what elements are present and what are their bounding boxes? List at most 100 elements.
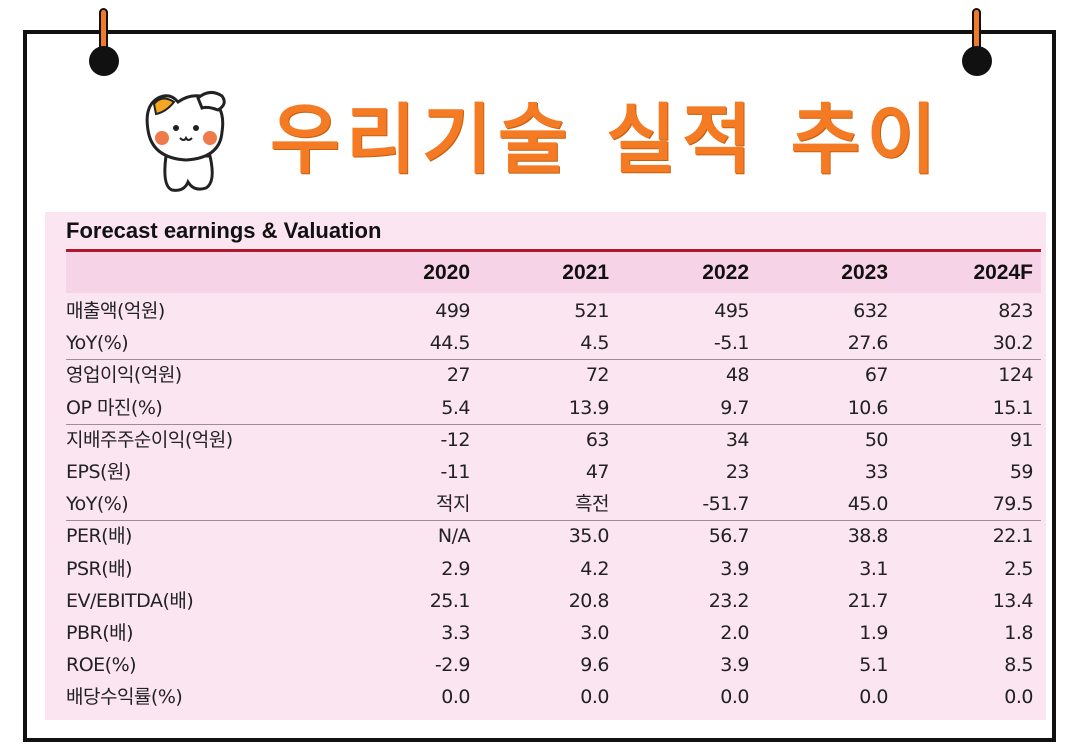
column-header-2022: 2022	[702, 261, 749, 284]
table-cell: N/A	[437, 525, 471, 548]
table-cell: 23.2	[708, 589, 750, 612]
table-cell: 22.1	[992, 525, 1034, 548]
pushpin-icon	[951, 8, 1011, 78]
table-cell: 23	[725, 461, 750, 483]
row-label: YoY(%)	[66, 332, 129, 355]
cat-mascot-icon	[145, 91, 226, 192]
table-cell: 25.1	[429, 589, 471, 612]
row-separator	[66, 359, 1041, 361]
table-row: YoY(%) 44.5 4.5 -5.1 27.6 30.2	[66, 327, 1041, 359]
table-cell: 72	[585, 364, 610, 387]
table-row: ROE(%) -2.9 9.6 3.9 5.1 8.5	[66, 649, 1041, 681]
table-cell: 67	[864, 364, 889, 387]
table-cell: 632	[853, 300, 888, 322]
table-row: OP 마진(%) 5.4 13.9 9.7 10.6 15.1	[66, 392, 1041, 424]
table-cell: 3.0	[580, 622, 609, 644]
row-label: 지배주주순이익(억원)	[66, 428, 233, 451]
column-header-2023: 2023	[841, 261, 888, 284]
table-cell: 3.9	[720, 557, 749, 580]
table-cell: 3.9	[720, 654, 749, 677]
table-cell: 38.8	[847, 525, 889, 548]
table-cell: 59	[1009, 461, 1034, 483]
table-cell: 5.4	[441, 396, 470, 419]
table-row: EPS(원) -11 47 23 33 59	[66, 456, 1041, 488]
table-cell: 0.0	[859, 686, 888, 709]
table-cell: 56.7	[708, 525, 750, 548]
table-cell: 13.9	[568, 396, 610, 419]
table-cell: -2.9	[434, 654, 471, 677]
table-cell: 13.4	[992, 589, 1034, 612]
table-cell: 0.0	[720, 686, 749, 709]
table-cell: 47	[585, 461, 610, 483]
table-cell: 50	[864, 428, 889, 451]
row-label: EPS(원)	[66, 461, 131, 483]
table-caption: Forecast earnings & Valuation	[66, 218, 382, 243]
table-cell: 20.8	[568, 589, 610, 612]
table-row: 영업이익(억원) 27 72 48 67 124	[66, 359, 1041, 391]
table-cell: 45.0	[847, 493, 889, 516]
table-cell: 0.0	[441, 686, 470, 709]
table-cell: 흑전	[575, 493, 609, 516]
valuation-table: Forecast earnings & Valuation 2020 2021 20…	[45, 212, 1046, 720]
table-cell: 5.1	[859, 654, 888, 677]
table-cell: 2.0	[720, 622, 749, 644]
table-cell: -12	[440, 428, 470, 451]
row-label: PBR(배)	[66, 622, 134, 644]
table-cell: 3.1	[859, 557, 888, 580]
table-cell: 35.0	[568, 525, 610, 548]
row-label: OP 마진(%)	[66, 396, 163, 419]
row-label: ROE(%)	[66, 654, 137, 677]
table-cell: 33	[864, 461, 889, 483]
table-cell: 21.7	[847, 589, 889, 612]
table-cell: 9.7	[720, 396, 749, 419]
column-header-2024f: 2024F	[973, 261, 1033, 284]
table-cell: 27	[446, 364, 471, 387]
table-row: PBR(배) 3.3 3.0 2.0 1.9 1.8	[66, 617, 1041, 649]
row-label: PSR(배)	[66, 557, 133, 580]
table-cell: 30.2	[992, 332, 1034, 355]
table-row: 지배주주순이익(억원) -12 63 34 50 91	[66, 424, 1041, 456]
table-cell: 48	[725, 364, 750, 387]
table-cell: -51.7	[702, 493, 749, 516]
row-label: 매출액(억원)	[66, 300, 165, 322]
table-cell: 27.6	[847, 332, 889, 355]
table-cell: 495	[714, 300, 749, 322]
column-header-2020: 2020	[423, 261, 470, 284]
table-cell: -11	[440, 461, 470, 483]
table-cell: 499	[435, 300, 470, 322]
table-row: PSR(배) 2.9 4.2 3.9 3.1 2.5	[66, 553, 1041, 585]
row-separator	[66, 520, 1041, 522]
table-row: EV/EBITDA(배) 25.1 20.8 23.2 21.7 13.4	[66, 585, 1041, 617]
column-header-2021: 2021	[562, 261, 609, 284]
table-cell: 2.5	[1004, 557, 1033, 580]
table-row: 배당수익률(%) 0.0 0.0 0.0 0.0 0.0	[66, 681, 1041, 713]
row-label: EV/EBITDA(배)	[66, 589, 194, 612]
table-cell: 적지	[436, 493, 470, 516]
pushpin-icon	[78, 8, 138, 78]
table-cell: 63	[585, 428, 610, 451]
table-cell: 4.2	[580, 557, 609, 580]
table-cell: 4.5	[580, 332, 609, 355]
row-label: 배당수익률(%)	[66, 686, 183, 709]
table-cell: 34	[725, 428, 750, 451]
row-label: YoY(%)	[66, 493, 129, 516]
row-label: PER(배)	[66, 525, 132, 548]
table-cell: 1.8	[1004, 622, 1033, 644]
table-row: 매출액(억원) 499 521 495 632 823	[66, 295, 1041, 327]
table-row: PER(배) N/A 35.0 56.7 38.8 22.1	[66, 520, 1041, 552]
column-header-row: 2020 2021 2022 2023 2024F	[66, 252, 1041, 293]
table-row: YoY(%) 적지 흑전 -51.7 45.0 79.5	[66, 488, 1041, 520]
table-cell: 3.3	[441, 622, 470, 644]
table-cell: 2.9	[441, 557, 470, 580]
row-separator	[66, 423, 1041, 425]
table-cell: 0.0	[580, 686, 609, 709]
header-rule	[66, 249, 1041, 252]
table-cell: 0.0	[1004, 686, 1033, 709]
row-label: 영업이익(억원)	[66, 364, 182, 387]
table-cell: 823	[998, 300, 1033, 322]
table-cell: 79.5	[992, 493, 1034, 516]
table-cell: 1.9	[859, 622, 888, 644]
table-cell: 91	[1009, 428, 1034, 451]
table-cell: 8.5	[1004, 654, 1033, 677]
table-cell: 124	[998, 364, 1033, 387]
